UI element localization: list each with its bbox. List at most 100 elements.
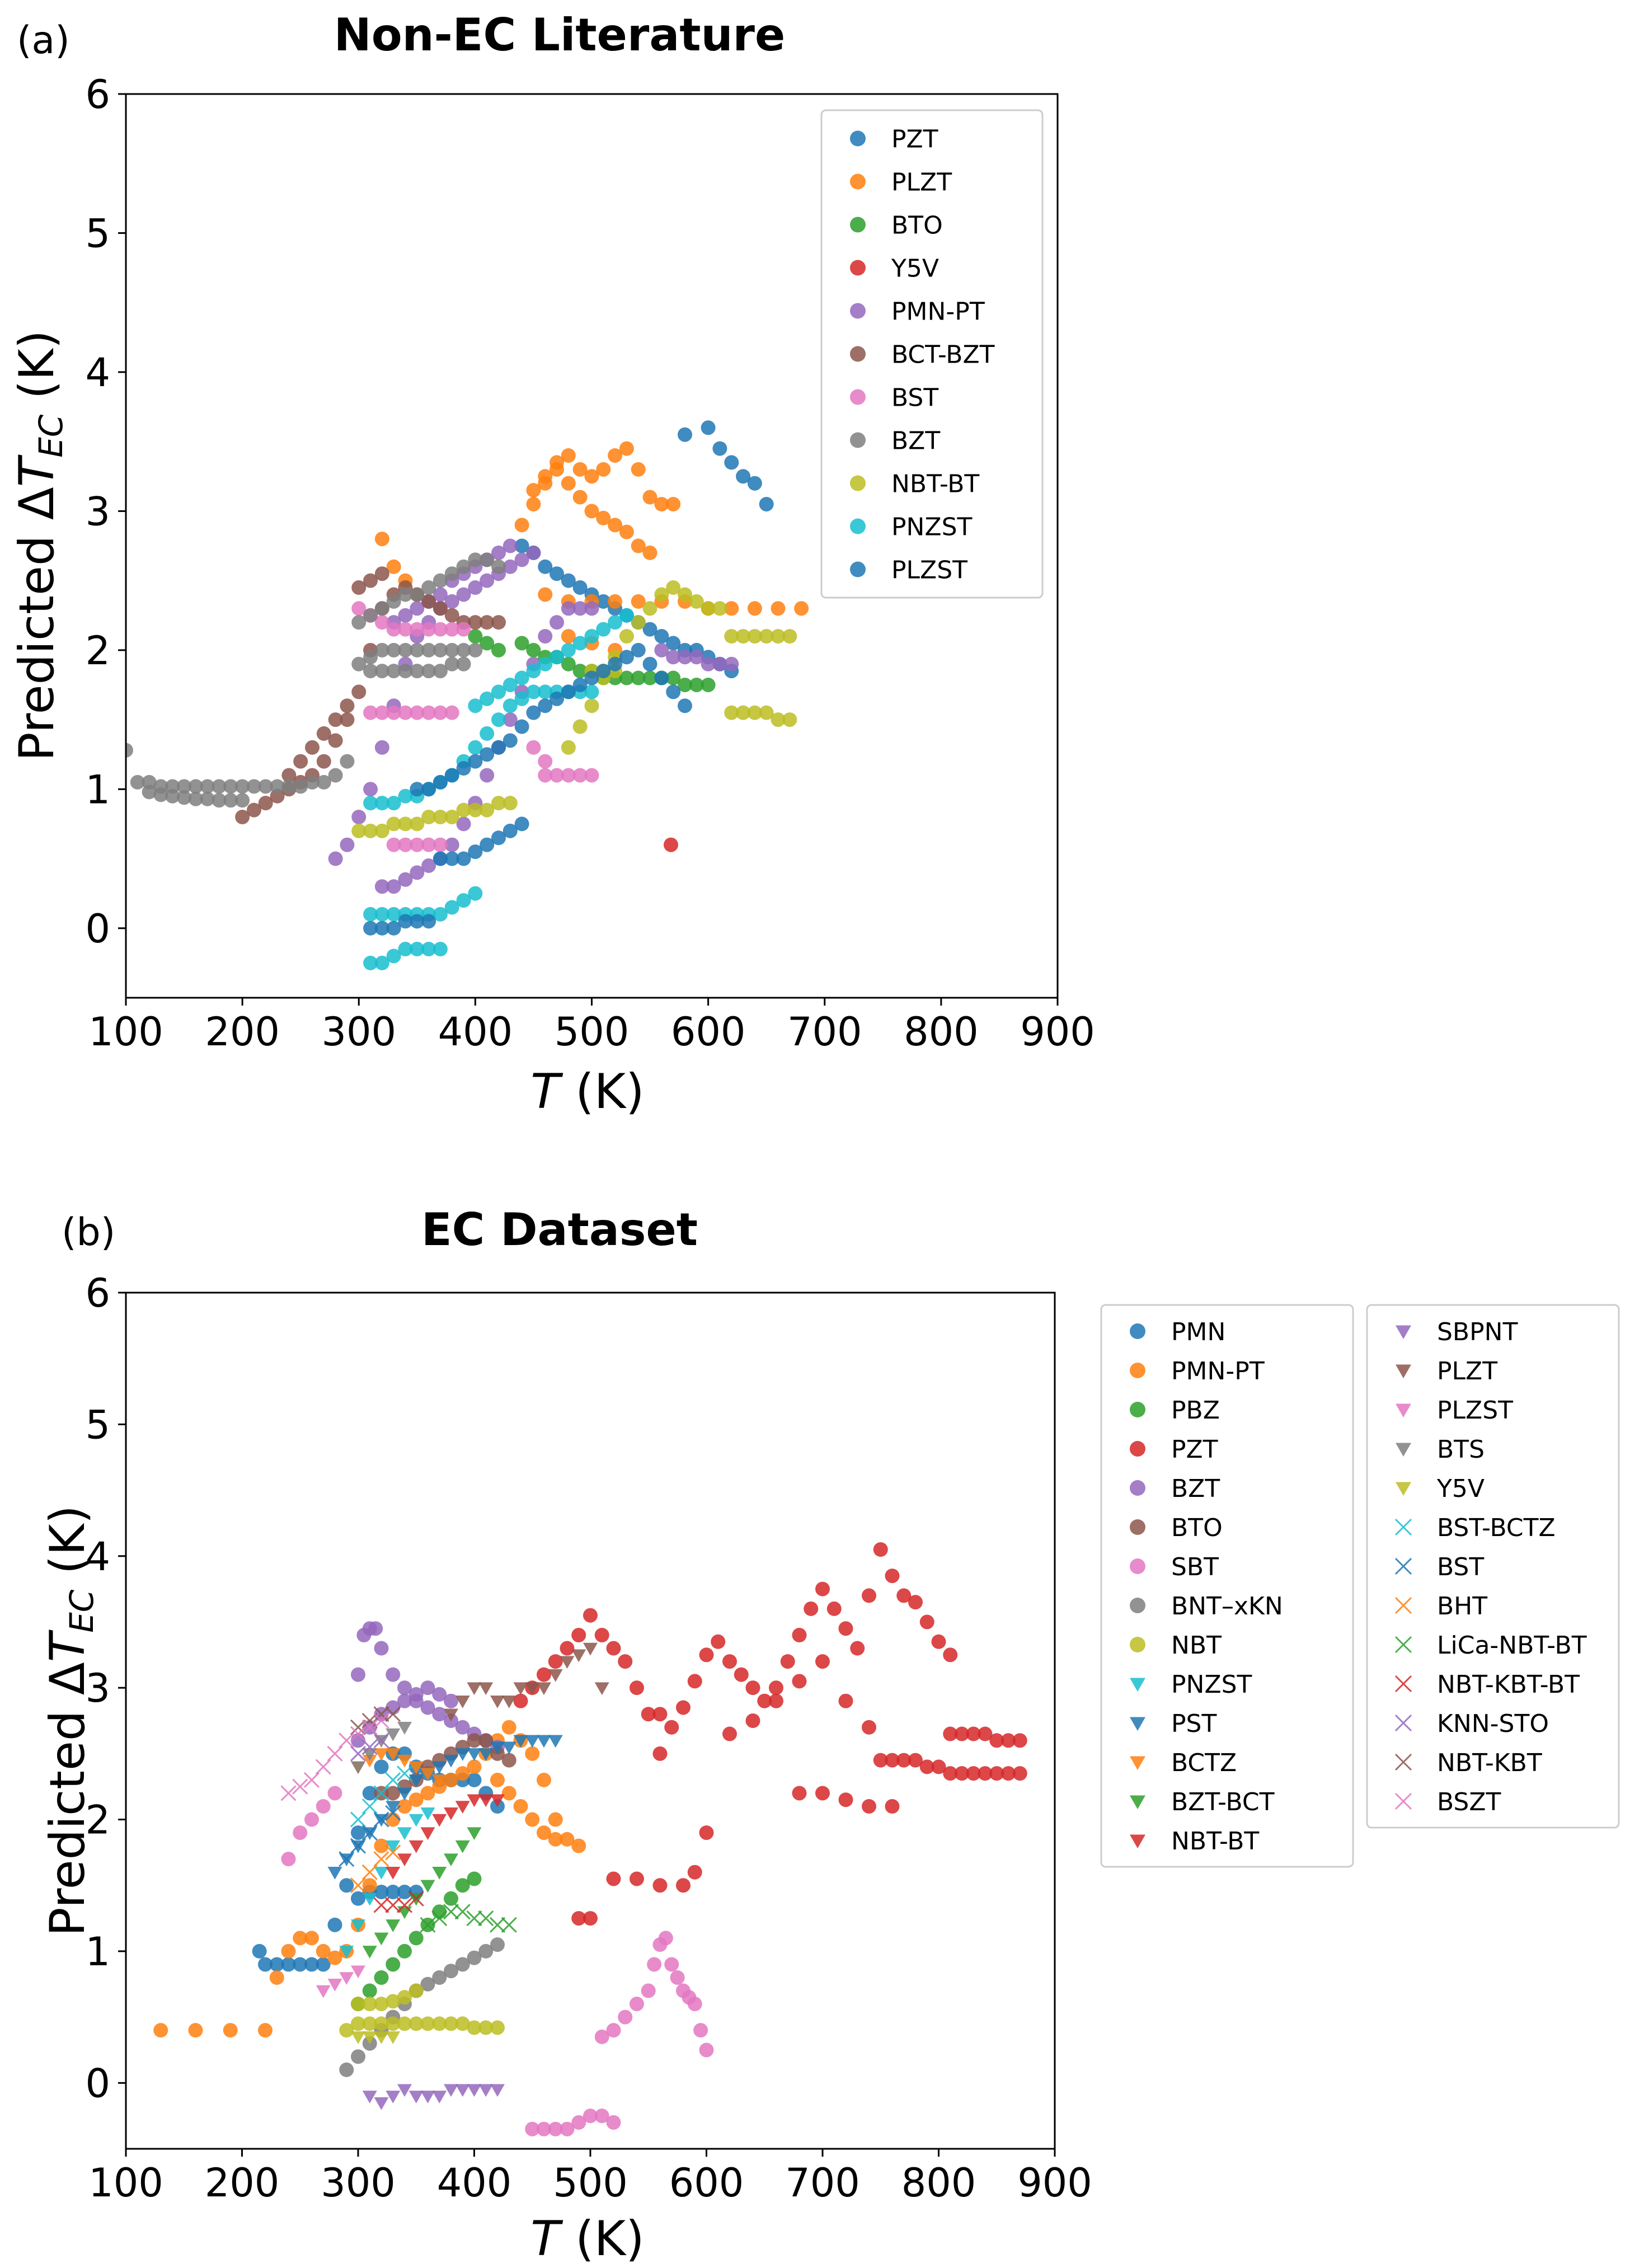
data-point — [398, 872, 413, 887]
data-point — [724, 629, 739, 644]
data-point — [386, 622, 401, 637]
data-point — [398, 664, 413, 679]
data-point — [374, 823, 389, 838]
y-tick-label: 4 — [85, 1534, 110, 1580]
data-point — [374, 1838, 389, 1853]
data-point — [246, 802, 261, 818]
data-point — [361, 1739, 378, 1755]
data-point — [327, 1979, 342, 1992]
legend-label: KNN-STO — [1437, 1710, 1549, 1738]
x-tick-label: 900 — [1020, 1009, 1095, 1055]
data-point — [246, 779, 261, 794]
data-point — [363, 705, 378, 720]
data-point — [560, 2121, 575, 2136]
data-point — [468, 642, 483, 658]
data-point — [327, 1786, 342, 1801]
data-point — [374, 921, 389, 936]
data-point — [177, 790, 192, 805]
data-point — [351, 1965, 365, 1979]
data-point — [561, 573, 576, 588]
data-point — [502, 823, 518, 838]
legend-item: BST — [850, 384, 938, 412]
data-point — [955, 1726, 969, 1741]
data-point — [815, 1786, 830, 1801]
data-point — [666, 580, 681, 595]
data-point — [455, 1695, 470, 1708]
data-point — [571, 2115, 586, 2130]
data-point — [966, 1726, 981, 1741]
data-point — [126, 743, 133, 758]
data-point — [641, 1983, 656, 1998]
data-point — [664, 1957, 679, 1972]
data-point — [339, 2023, 354, 2038]
x-tick-label: 300 — [321, 1009, 396, 1055]
legend-item: LiCa-NBT-BT — [1394, 1631, 1587, 1660]
data-point — [340, 698, 355, 713]
data-point — [444, 1891, 458, 1906]
data-point — [931, 1634, 946, 1649]
series-nbt-kbt — [350, 1706, 401, 1735]
data-point — [444, 2016, 458, 2031]
data-point — [456, 851, 471, 866]
data-point — [433, 622, 448, 637]
data-point — [561, 656, 576, 672]
data-point — [654, 670, 669, 685]
data-point — [444, 900, 459, 915]
legend-marker — [1130, 1598, 1145, 1613]
legend-label: PLZT — [1437, 1357, 1497, 1386]
data-point — [361, 1798, 378, 1815]
data-point — [363, 782, 378, 797]
data-point — [862, 1799, 876, 1814]
x-tick-label: 500 — [555, 1009, 630, 1055]
y-tick-label: 1 — [85, 1929, 110, 1975]
data-point — [480, 747, 495, 762]
data-point — [444, 656, 459, 672]
data-point — [444, 851, 459, 866]
data-point — [896, 1588, 912, 1603]
data-point — [456, 761, 471, 776]
data-point — [421, 914, 436, 929]
data-point — [642, 656, 657, 672]
data-point — [526, 496, 541, 511]
legend-item: SBT — [1130, 1553, 1219, 1581]
data-point — [362, 1893, 377, 1906]
data-point — [513, 1799, 528, 1814]
data-point — [374, 2016, 389, 2031]
data-point — [584, 698, 599, 713]
data-point — [396, 1765, 413, 1782]
data-point — [386, 948, 401, 964]
data-point — [689, 650, 704, 665]
y-tick-label: 3 — [85, 1665, 110, 1711]
data-point — [385, 1805, 401, 1821]
data-point — [670, 1970, 685, 1985]
data-point — [269, 1957, 284, 1972]
data-point — [386, 816, 401, 832]
legend-marker — [1130, 1441, 1145, 1457]
data-point — [771, 601, 786, 616]
data-point — [526, 545, 541, 560]
data-point — [666, 496, 681, 511]
data-point — [596, 462, 611, 477]
data-point — [491, 559, 506, 574]
data-point — [525, 2121, 540, 2136]
data-point — [490, 1794, 505, 1807]
data-point — [549, 566, 565, 581]
data-point — [408, 1983, 424, 1998]
data-point — [316, 754, 331, 769]
data-point — [468, 698, 483, 713]
data-point — [736, 469, 751, 484]
legend-marker — [850, 303, 866, 319]
data-point — [537, 1735, 551, 1748]
data-point — [397, 1885, 412, 1899]
data-point — [572, 490, 588, 505]
x-tick-label: 400 — [437, 2160, 512, 2206]
data-point — [444, 837, 459, 852]
data-point — [478, 1748, 494, 1761]
data-point — [608, 518, 623, 533]
chart-title: EC Dataset — [421, 1204, 698, 1256]
legend-item: BTO — [1130, 1514, 1223, 1542]
series-bzt — [126, 552, 506, 808]
data-point — [478, 1733, 494, 1748]
data-point — [838, 1621, 853, 1636]
legend-marker — [1396, 1482, 1411, 1496]
